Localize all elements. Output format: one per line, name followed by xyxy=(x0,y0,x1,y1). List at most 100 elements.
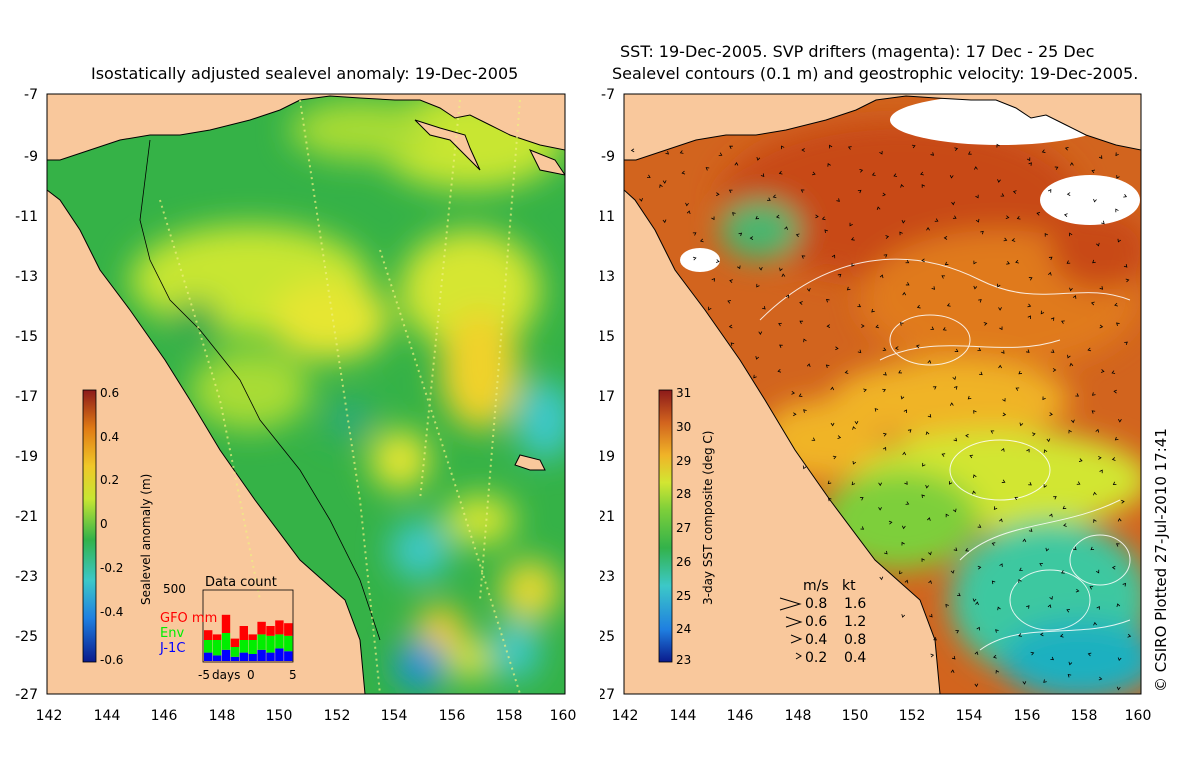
velocity-arrow-icon xyxy=(871,172,876,176)
velocity-arrow-icon xyxy=(1123,194,1128,198)
velocity-arrow-icon xyxy=(965,433,969,438)
right-map-title-line1: SST: 19-Dec-2005. SVP drifters (magenta)… xyxy=(620,42,1095,61)
velocity-arrow-icon xyxy=(1030,651,1035,656)
velocity-arrow-icon xyxy=(929,613,933,618)
velocity-arrow-icon xyxy=(1113,389,1118,394)
left-y-axis: -7 -9 -11 -13 -15 -17 -19 -21 -23 -25 -2… xyxy=(15,87,38,703)
velocity-legend-ms-header: m/s xyxy=(803,578,829,594)
velocity-arrow-icon xyxy=(1091,169,1096,174)
velocity-arrow-icon xyxy=(803,338,807,343)
velocity-arrow-icon xyxy=(953,547,958,551)
velocity-legend-ms: 0.2 xyxy=(805,650,827,666)
velocity-arrow-icon xyxy=(1115,152,1119,157)
velocity-arrow-icon xyxy=(795,233,800,238)
x-tick-label: 158 xyxy=(1071,708,1098,724)
velocity-arrow-icon xyxy=(953,437,958,442)
velocity-arrow-icon xyxy=(998,364,1002,369)
velocity-arrow-icon xyxy=(1002,412,1007,417)
velocity-arrow-icon xyxy=(1036,211,1041,216)
velocity-arrow-icon xyxy=(901,541,905,546)
velocity-arrow-icon xyxy=(1028,481,1032,486)
data-count-bar-env xyxy=(275,634,284,649)
velocity-arrow-icon xyxy=(999,563,1003,567)
velocity-arrow-icon xyxy=(775,214,780,219)
y-tick-label: -15 xyxy=(600,329,615,345)
velocity-arrow-icon xyxy=(978,299,982,303)
velocity-arrow-icon xyxy=(815,214,819,219)
velocity-arrow-icon xyxy=(973,260,977,265)
velocity-legend-kt: 0.8 xyxy=(844,632,866,648)
data-count-bars xyxy=(204,614,293,661)
velocity-arrow-icon xyxy=(931,286,936,290)
velocity-arrow-icon xyxy=(1111,370,1116,374)
velocity-arrow-icon xyxy=(950,570,955,574)
velocity-arrow-icon xyxy=(711,216,715,221)
velocity-arrow-icon xyxy=(1000,193,1005,197)
velocity-arrow-icon xyxy=(1096,242,1100,247)
velocity-arrow-icon xyxy=(893,173,898,177)
velocity-arrow-icon xyxy=(737,265,741,270)
velocity-arrow-icon xyxy=(972,490,976,495)
colorbar-tick-label: 0.6 xyxy=(100,386,119,400)
velocity-arrow-icon xyxy=(825,298,830,303)
x-tick-label: 160 xyxy=(1125,708,1152,724)
velocity-arrow-icon xyxy=(955,630,960,634)
velocity-arrow-icon xyxy=(827,480,832,485)
velocity-arrow-icon xyxy=(920,171,924,176)
data-count-bar-gfo xyxy=(204,630,213,640)
velocity-arrow-icon xyxy=(826,324,831,329)
velocity-arrow-icon xyxy=(882,347,887,352)
velocity-arrow-icon xyxy=(715,259,720,263)
velocity-arrow-icon xyxy=(1006,261,1010,265)
y-tick-label: -13 xyxy=(15,269,38,285)
sealevel-anomaly-map: -7 -9 -11 -13 -15 -17 -19 -21 -23 -25 -2… xyxy=(15,87,576,724)
sealevel-colorbar xyxy=(82,389,97,663)
velocity-arrow-icon xyxy=(932,386,937,390)
velocity-arrow-icon xyxy=(781,145,785,150)
velocity-arrow-icon xyxy=(991,542,996,546)
velocity-arrow-icon xyxy=(1068,429,1072,434)
x-tick-label: 152 xyxy=(899,708,926,724)
velocity-arrow-icon xyxy=(973,166,978,170)
sst-colorbar-label: 3-day SST composite (deg C) xyxy=(701,431,715,605)
velocity-arrow-icon xyxy=(1127,633,1132,638)
data-count-bar-gfo xyxy=(230,638,240,647)
colorbar-tick-label: 25 xyxy=(676,589,691,603)
velocity-arrow-icon xyxy=(1046,438,1051,443)
velocity-arrow-icon xyxy=(1063,523,1067,527)
velocity-arrow-icon xyxy=(828,144,833,149)
velocity-arrow-icon xyxy=(927,517,931,521)
velocity-legend-ms: 0.8 xyxy=(805,596,827,612)
velocity-arrow-icon xyxy=(1093,519,1097,523)
velocity-arrow-icon xyxy=(844,370,849,374)
colorbar-tick-label: 0 xyxy=(100,517,108,531)
velocity-arrow-icon xyxy=(1093,621,1097,626)
velocity-arrow-icon xyxy=(1087,347,1092,352)
velocity-arrow-icon xyxy=(728,189,733,193)
colorbar-tick-label: 31 xyxy=(676,386,691,400)
velocity-arrow-icon xyxy=(899,570,903,575)
velocity-arrow-icon xyxy=(1070,162,1074,166)
x-tick-label: 158 xyxy=(496,708,523,724)
velocity-arrow-icon xyxy=(915,344,920,349)
velocity-arrow-icon xyxy=(756,283,760,288)
velocity-arrow-icon xyxy=(1050,317,1055,321)
data-count-bar-env xyxy=(248,640,257,654)
velocity-arrow-icon xyxy=(930,326,935,330)
velocity-arrow-icon xyxy=(1117,418,1122,423)
velocity-arrow-icon xyxy=(851,481,856,486)
velocity-arrow-icon xyxy=(1099,469,1103,474)
velocity-arrow-icon xyxy=(1011,238,1016,242)
velocity-arrow-icon xyxy=(952,376,957,381)
velocity-arrow-icon xyxy=(997,283,1001,288)
velocity-arrow-icon xyxy=(827,162,831,167)
y-tick-label: -13 xyxy=(600,269,615,285)
velocity-arrow-icon xyxy=(975,601,979,606)
velocity-arrow-icon xyxy=(772,194,777,199)
data-count-bar-gfo xyxy=(212,634,222,640)
data-count-bar-env xyxy=(204,640,213,653)
sealevel-colorbar-label: Sealevel anomaly (m) xyxy=(139,474,153,605)
data-count-bar-j1c xyxy=(266,652,275,661)
velocity-arrow-icon xyxy=(1026,157,1031,162)
velocity-arrow-icon xyxy=(975,218,980,223)
